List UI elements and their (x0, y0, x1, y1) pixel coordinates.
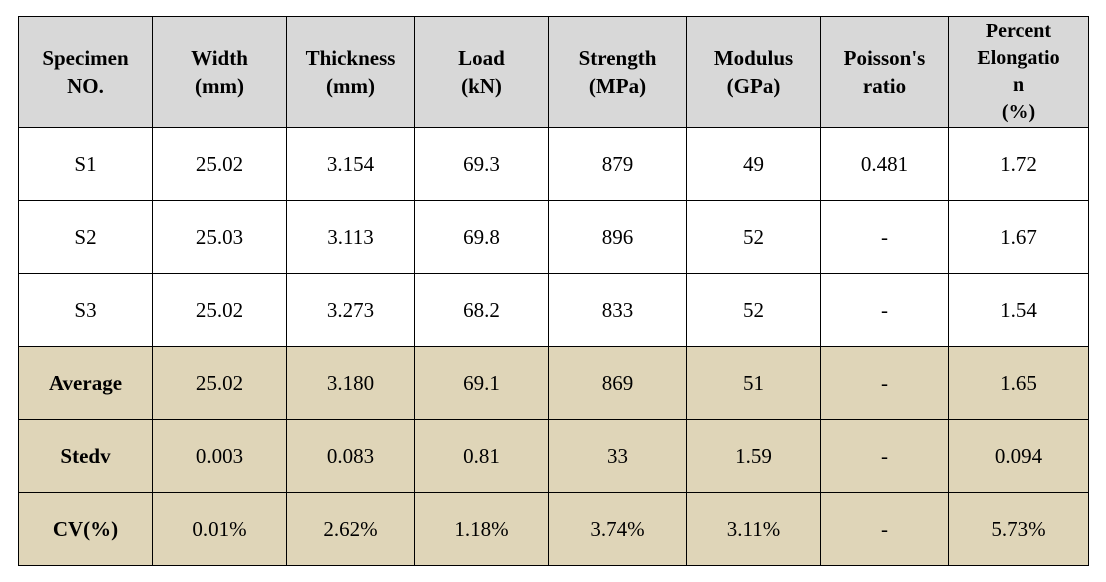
table-body: S1 25.02 3.154 69.3 879 49 0.481 1.72 S2… (19, 128, 1089, 566)
cell-strength: 33 (549, 420, 687, 493)
cell-modulus: 1.59 (687, 420, 821, 493)
specimen-results-table: Specimen NO. Width (mm) Thickness (mm) L… (18, 16, 1089, 566)
cell-width: 0.01% (153, 493, 287, 566)
cell-modulus: 52 (687, 274, 821, 347)
col-header-thickness: Thickness (mm) (287, 17, 415, 128)
cell-strength: 879 (549, 128, 687, 201)
cell-specimen: S3 (19, 274, 153, 347)
cell-thickness: 3.273 (287, 274, 415, 347)
cell-modulus: 51 (687, 347, 821, 420)
cell-poisson: 0.481 (821, 128, 949, 201)
cell-elongation: 5.73% (949, 493, 1089, 566)
cell-load: 1.18% (415, 493, 549, 566)
cell-thickness: 2.62% (287, 493, 415, 566)
summary-row-average: Average 25.02 3.180 69.1 869 51 - 1.65 (19, 347, 1089, 420)
cell-load: 0.81 (415, 420, 549, 493)
cell-load: 69.3 (415, 128, 549, 201)
cell-strength: 896 (549, 201, 687, 274)
col-header-modulus: Modulus (GPa) (687, 17, 821, 128)
cell-width: 25.02 (153, 347, 287, 420)
col-header-load: Load (kN) (415, 17, 549, 128)
cell-summary-label: Stedv (19, 420, 153, 493)
cell-thickness: 0.083 (287, 420, 415, 493)
summary-row-cv: CV(%) 0.01% 2.62% 1.18% 3.74% 3.11% - 5.… (19, 493, 1089, 566)
cell-strength: 833 (549, 274, 687, 347)
cell-poisson: - (821, 201, 949, 274)
cell-thickness: 3.154 (287, 128, 415, 201)
cell-elongation: 1.54 (949, 274, 1089, 347)
col-header-elongation: Percent Elongation (%) (949, 17, 1089, 128)
cell-poisson: - (821, 274, 949, 347)
cell-width: 25.02 (153, 274, 287, 347)
cell-load: 68.2 (415, 274, 549, 347)
cell-width: 0.003 (153, 420, 287, 493)
cell-poisson: - (821, 493, 949, 566)
cell-width: 25.03 (153, 201, 287, 274)
table-row: S1 25.02 3.154 69.3 879 49 0.481 1.72 (19, 128, 1089, 201)
cell-load: 69.8 (415, 201, 549, 274)
cell-elongation: 0.094 (949, 420, 1089, 493)
cell-modulus: 52 (687, 201, 821, 274)
cell-specimen: S2 (19, 201, 153, 274)
cell-modulus: 49 (687, 128, 821, 201)
cell-elongation: 1.65 (949, 347, 1089, 420)
col-header-width: Width (mm) (153, 17, 287, 128)
cell-modulus: 3.11% (687, 493, 821, 566)
table-row: S3 25.02 3.273 68.2 833 52 - 1.54 (19, 274, 1089, 347)
cell-strength: 3.74% (549, 493, 687, 566)
cell-strength: 869 (549, 347, 687, 420)
col-header-poisson: Poisson's ratio (821, 17, 949, 128)
cell-summary-label: CV(%) (19, 493, 153, 566)
summary-row-stedv: Stedv 0.003 0.083 0.81 33 1.59 - 0.094 (19, 420, 1089, 493)
cell-thickness: 3.180 (287, 347, 415, 420)
cell-thickness: 3.113 (287, 201, 415, 274)
cell-poisson: - (821, 347, 949, 420)
col-header-strength: Strength (MPa) (549, 17, 687, 128)
cell-width: 25.02 (153, 128, 287, 201)
col-header-specimen: Specimen NO. (19, 17, 153, 128)
table-row: S2 25.03 3.113 69.8 896 52 - 1.67 (19, 201, 1089, 274)
cell-poisson: - (821, 420, 949, 493)
cell-load: 69.1 (415, 347, 549, 420)
table-header-row: Specimen NO. Width (mm) Thickness (mm) L… (19, 17, 1089, 128)
cell-summary-label: Average (19, 347, 153, 420)
cell-elongation: 1.72 (949, 128, 1089, 201)
cell-specimen: S1 (19, 128, 153, 201)
cell-elongation: 1.67 (949, 201, 1089, 274)
